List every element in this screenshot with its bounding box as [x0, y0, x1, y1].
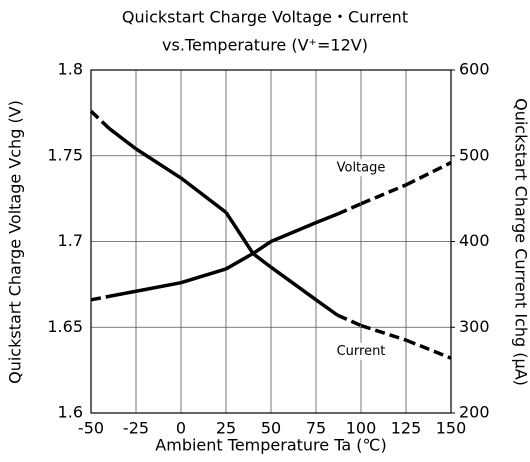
- line-segment: [89, 109, 111, 130]
- x-tick-label: 150: [436, 419, 467, 438]
- chart-subtitle: vs.Temperature (V⁺=12V): [162, 36, 368, 55]
- x-tick-label: 50: [261, 419, 281, 438]
- x-tick-label: 0: [176, 419, 186, 438]
- series-label: Current: [337, 344, 386, 359]
- line-segment: [269, 265, 318, 302]
- chart-title: Quickstart Charge Voltage・Current: [122, 8, 408, 27]
- line-segment: [252, 240, 272, 255]
- line-segment: [336, 313, 362, 328]
- series-label: Voltage: [337, 160, 386, 175]
- line-segment: [405, 161, 452, 187]
- line-segment: [224, 211, 255, 255]
- y-tick-label: 1.65: [47, 317, 83, 336]
- line-segment: [225, 251, 254, 271]
- y2-tick-label: 600: [459, 60, 490, 79]
- y2-axis-label: Quickstart Charge Current Ichg (μA): [512, 98, 530, 386]
- line-segment: [314, 298, 339, 317]
- line-segment: [270, 221, 317, 244]
- x-tick-label: 125: [391, 419, 422, 438]
- line-segment: [360, 323, 407, 342]
- line-segment: [180, 267, 227, 285]
- line-segment: [135, 280, 182, 293]
- y2-tick-label: 500: [459, 145, 490, 164]
- y2-tick-label: 200: [459, 403, 490, 422]
- line-segment: [108, 289, 137, 299]
- y-tick-label: 1.6: [58, 403, 83, 422]
- x-tick-label: -25: [123, 419, 149, 438]
- x-tick-label: -50: [78, 419, 104, 438]
- y-tick-label: 1.8: [58, 60, 83, 79]
- line-segment: [405, 338, 452, 360]
- line-segment: [360, 183, 407, 206]
- line-segment: [135, 147, 182, 180]
- y2-tick-label: 400: [459, 231, 490, 250]
- line-segment: [251, 252, 273, 269]
- line-segment: [315, 212, 339, 225]
- line-segment: [107, 126, 138, 151]
- line-segment: [336, 202, 362, 216]
- label-bg: [333, 159, 389, 177]
- y-tick-label: 1.75: [47, 145, 83, 164]
- plot-frame: [90, 69, 452, 414]
- y-tick-label: 1.7: [58, 231, 83, 250]
- label-bg: [333, 342, 389, 360]
- x-tick-label: 25: [216, 419, 236, 438]
- y-axis-label: Quickstart Charge Voltage Vchg (V): [6, 100, 25, 384]
- x-axis-label: Ambient Temperature Ta (℃): [155, 436, 386, 455]
- line-segment: [179, 176, 228, 214]
- x-tick-label: 75: [306, 419, 326, 438]
- line-segment: [90, 294, 110, 302]
- x-tick-label: 100: [346, 419, 377, 438]
- y2-tick-label: 300: [459, 317, 490, 336]
